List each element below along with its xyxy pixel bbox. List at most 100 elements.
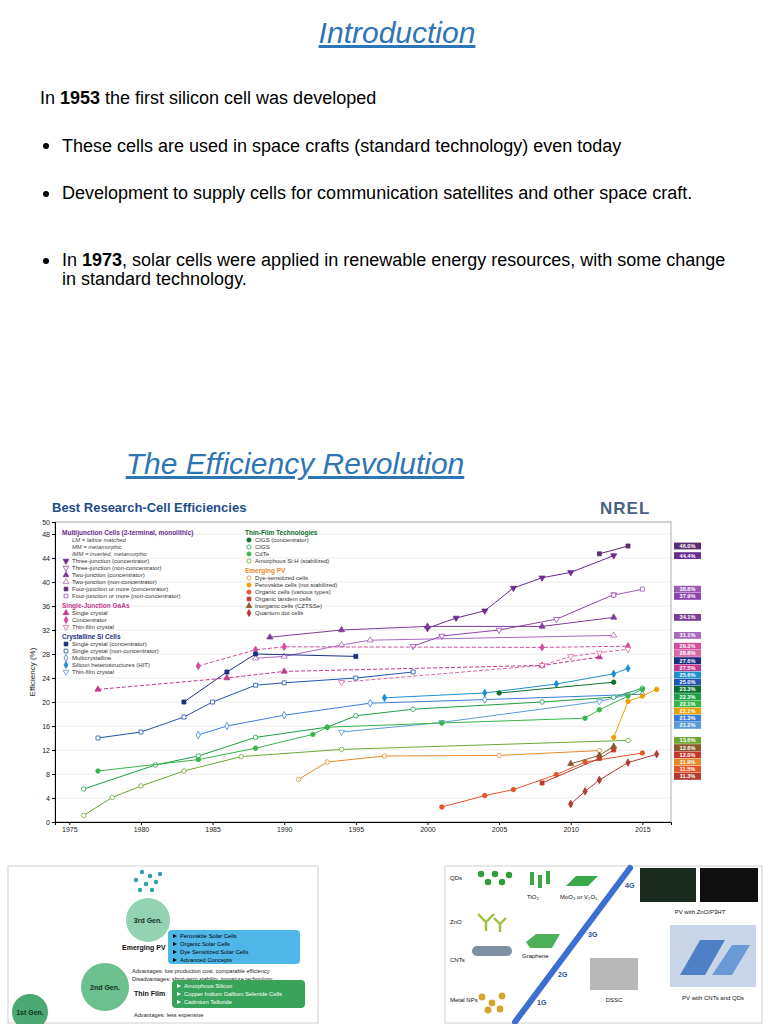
label-box (674, 632, 701, 639)
legend-marker (63, 572, 69, 577)
data-point (625, 647, 631, 652)
series-line (198, 694, 642, 735)
legend-entry: Amorphous Si:H (stabilized) (255, 558, 329, 564)
tick-label: 32 (42, 627, 50, 634)
tick: 24 (42, 675, 55, 682)
data-point (96, 736, 100, 740)
data-point (282, 711, 286, 718)
material-icon (506, 872, 512, 878)
legend-entry: Thin-film crystal (72, 624, 114, 630)
tick: 20 (42, 699, 55, 706)
data-point (626, 694, 631, 699)
legend-heading: Emerging PV (245, 567, 286, 575)
tick-mark (284, 822, 285, 825)
data-point (568, 760, 574, 765)
tick: 28 (42, 651, 55, 658)
tick-mark (52, 522, 55, 523)
data-point (568, 655, 574, 660)
label-box (674, 766, 701, 773)
data-point (338, 730, 344, 735)
tick-label: 20 (42, 699, 50, 706)
data-point (640, 587, 644, 591)
generation-tag: 3G (588, 931, 598, 938)
data-point (611, 593, 617, 598)
generation-tag: 1G (537, 999, 547, 1006)
generation-item: Copper Indium Gallium Selenide Cells (184, 991, 282, 997)
tick-label: 36 (42, 603, 50, 610)
label-box (674, 593, 701, 600)
decor-dot (158, 872, 162, 876)
data-point (224, 674, 230, 679)
legend-marker (64, 642, 68, 646)
tick: 2010 (563, 822, 579, 833)
legend-marker (64, 617, 68, 624)
tick: 12 (42, 747, 55, 754)
tick-mark (52, 774, 55, 775)
series-line (342, 649, 629, 682)
data-point (511, 787, 516, 792)
label-box (674, 586, 701, 593)
data-point (654, 687, 659, 692)
data-point (596, 700, 602, 705)
heading: Introduction (197, 15, 597, 51)
legend-entry: Three-junction (non-concentrator) (72, 565, 161, 571)
data-point (439, 721, 445, 726)
item-arrow (173, 942, 177, 946)
item-arrow (173, 950, 177, 954)
legend-marker (63, 610, 69, 615)
label-box (674, 679, 701, 686)
tick-mark (52, 558, 55, 559)
label-box (674, 664, 701, 671)
label-box (674, 614, 701, 621)
tick: 1985 (205, 822, 221, 833)
tick-label: 12 (42, 747, 50, 754)
legend-entry: Two-junction (non-concentrator) (72, 579, 157, 585)
data-point (182, 769, 187, 774)
data-point (597, 552, 601, 556)
legend-heading: Crystalline Si Cells (62, 633, 121, 641)
data-point (611, 743, 617, 748)
material-icon (538, 875, 542, 888)
item-arrow (177, 984, 181, 988)
item-arrow (173, 958, 177, 962)
data-point (296, 777, 301, 782)
legend-marker (64, 594, 68, 598)
bullet-text: These cells are used in space crafts (st… (62, 135, 730, 157)
series-line (599, 546, 628, 554)
series-line (98, 672, 413, 738)
generation-note: Advantages: low production cost, compara… (132, 968, 270, 974)
text-run: In (40, 88, 60, 108)
tick-mark (213, 822, 214, 825)
generation-title: Thin Film (134, 990, 165, 997)
bullet-dot (43, 191, 49, 197)
data-point (568, 571, 574, 576)
series-line (427, 556, 613, 629)
data-point (640, 694, 645, 699)
data-point (211, 700, 215, 704)
series-line (184, 654, 356, 702)
data-point (81, 813, 86, 818)
label-box (674, 693, 701, 700)
material-icon (546, 871, 550, 884)
label-box (674, 657, 701, 664)
data-point (482, 609, 488, 614)
legend-marker (64, 655, 68, 662)
axis-line (56, 823, 672, 826)
legend-entry: Three-junction (concentrator) (72, 558, 149, 564)
tick-mark (52, 654, 55, 655)
material-icon (478, 871, 484, 877)
tick-label: 8 (46, 771, 50, 778)
data-point (611, 735, 616, 740)
data-point (338, 626, 344, 631)
tick-mark (52, 822, 55, 823)
data-point (282, 681, 286, 685)
material-label: QDs (450, 875, 462, 881)
data-label: 29.3% (680, 643, 696, 649)
device-label: PV with CNTs and QDs (682, 995, 744, 1001)
data-point (281, 668, 287, 673)
legend-marker (64, 662, 68, 669)
data-point (583, 716, 588, 721)
legend-marker (63, 625, 69, 630)
data-label: 12.0% (680, 752, 696, 758)
bullet-text: Development to supply cells for communic… (62, 182, 730, 205)
